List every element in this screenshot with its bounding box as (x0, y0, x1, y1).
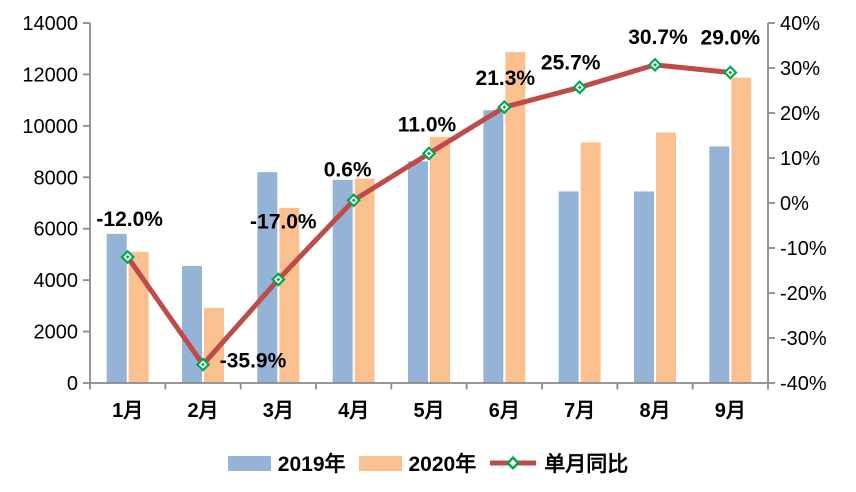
legend-label: 单月同比 (544, 453, 629, 476)
line-data-label: 29.0% (701, 27, 761, 50)
x-axis-label: 2月 (187, 400, 218, 422)
bar-2020年-4月 (354, 178, 375, 383)
legend-swatch (227, 455, 271, 471)
legend-swatch (358, 455, 402, 471)
x-axis-label: 9月 (715, 400, 746, 422)
chart-plot-area: 0 2000 4000 6000 8000 10000 12000 14000 -40% -30%… (22, 13, 827, 422)
line-marker-center (351, 198, 356, 203)
bar-2019年-7月 (558, 191, 579, 383)
bar-2019年-3月 (257, 172, 278, 383)
x-axis-label: 4月 (338, 400, 369, 422)
bar-2020年-6月 (505, 52, 526, 384)
line-data-label: 25.7% (541, 51, 601, 74)
bar-2019年-1月 (106, 233, 127, 383)
line-marker-center (125, 255, 130, 259)
right-axis-tick-label: -10% (780, 238, 827, 260)
line-data-label: 11.0% (398, 114, 457, 137)
left-axis-tick-label: 0 (67, 373, 78, 395)
legend-item-单月同比: 单月同比 (489, 448, 628, 478)
legend-line-sample (490, 456, 537, 470)
line-data-label: 30.7% (628, 26, 688, 49)
left-axis-tick-label: 8000 (34, 167, 79, 189)
bar-2020年-8月 (656, 132, 676, 383)
x-axis-label: 3月 (263, 400, 294, 422)
right-axis-tick-label: -40% (780, 373, 827, 395)
bar-2020年-7月 (580, 142, 601, 383)
bar-2019年-6月 (483, 110, 504, 384)
legend-label: 2020年 (408, 453, 477, 476)
bar-2019年-4月 (332, 179, 353, 383)
bar-2019年-9月 (709, 146, 730, 383)
bar-2019年-8月 (634, 191, 654, 383)
legend-item-2020年: 2020年 (358, 448, 477, 478)
right-axis-tick-label: 40% (780, 13, 820, 35)
bar-2020年-1月 (128, 251, 149, 383)
left-axis-tick-label: 12000 (22, 64, 78, 86)
bar-2020年-9月 (731, 77, 752, 384)
line-marker-center (502, 105, 507, 110)
line-marker-center (653, 62, 657, 67)
line-data-label: 0.6% (324, 158, 372, 181)
line-data-label: 21.3% (476, 67, 536, 90)
x-axis-label: 5月 (413, 400, 444, 422)
right-axis-tick-label: 20% (780, 103, 820, 125)
left-axis-tick-label: 2000 (34, 322, 79, 344)
line-marker-center (276, 277, 281, 282)
right-axis-tick-label: 10% (780, 148, 820, 170)
x-axis-label: 7月 (564, 400, 595, 422)
right-axis-tick-label: 0% (780, 193, 809, 215)
right-axis-tick-label: -20% (780, 283, 827, 305)
line-marker-center (577, 85, 582, 90)
x-axis-label: 6月 (489, 400, 520, 422)
bar-2020年-5月 (430, 136, 450, 383)
right-axis-tick-label: -30% (780, 328, 827, 350)
x-axis-label: 8月 (639, 400, 670, 422)
line-marker-center (728, 70, 733, 75)
chart-legend: 2019年 2020年 单月同比 (0, 448, 856, 478)
line-data-label: -35.9% (220, 350, 287, 373)
x-axis-label: 1月 (112, 400, 143, 422)
left-axis-tick-label: 10000 (22, 116, 78, 138)
legend-item-2019年: 2019年 (227, 448, 346, 478)
bar-2020年-3月 (279, 207, 300, 383)
legend-label: 2019年 (277, 453, 346, 476)
line-data-label: -17.0% (250, 211, 317, 234)
line-marker-center (201, 362, 205, 367)
bar-2019年-5月 (408, 161, 428, 383)
line-data-label: -12.0% (96, 208, 163, 231)
left-axis-tick-label: 6000 (34, 219, 79, 241)
right-axis-tick-label: 30% (780, 58, 820, 80)
left-axis-tick-label: 4000 (34, 270, 79, 292)
line-marker-center (427, 151, 431, 156)
left-axis-tick-label: 14000 (22, 13, 78, 35)
